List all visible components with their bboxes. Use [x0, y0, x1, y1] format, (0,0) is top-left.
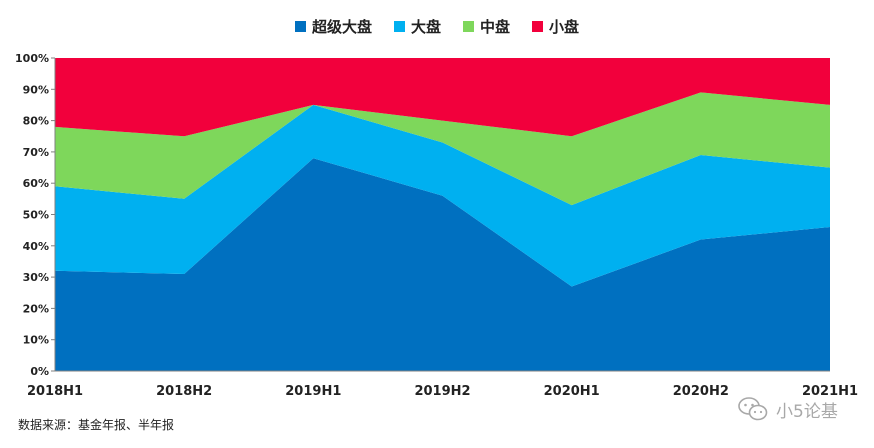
y-tick-label: 100% [15, 52, 49, 65]
x-tick-label: 2020H2 [673, 384, 729, 399]
legend: 超级大盘 大盘 中盘 小盘 [0, 16, 874, 37]
y-tick-label: 40% [23, 240, 49, 253]
legend-label: 小盘 [549, 18, 580, 36]
x-tick-label: 2019H1 [285, 384, 341, 399]
y-tick-label: 70% [23, 146, 49, 159]
x-tick-label: 2021H1 [802, 384, 858, 399]
y-tick-label: 90% [23, 83, 49, 96]
x-tick-label: 2020H1 [544, 384, 600, 399]
area-series-0 [55, 158, 830, 371]
legend-swatch [393, 21, 405, 32]
watermark: 小5论基 [738, 396, 838, 422]
legend-label: 中盘 [480, 18, 511, 36]
y-tick-label: 0% [30, 365, 49, 378]
legend-item: 超级大盘 [294, 16, 372, 37]
x-tick-label: 2019H2 [414, 384, 470, 399]
legend-swatch [532, 21, 544, 32]
legend-label: 大盘 [410, 18, 441, 36]
x-tick-label: 2018H1 [27, 384, 83, 399]
source-note: 数据来源：基金年报、半年报 [18, 418, 175, 432]
area-series-1 [55, 104, 830, 287]
y-tick-label: 60% [23, 177, 49, 190]
legend-item: 大盘 [393, 16, 441, 37]
area-series-2 [55, 92, 830, 206]
y-tick-label: 30% [23, 271, 49, 284]
area-series-3 [55, 58, 830, 137]
legend-label: 超级大盘 [311, 18, 372, 36]
legend-item: 中盘 [463, 16, 510, 37]
watermark-text: 小5论基 [776, 401, 838, 422]
legend-swatch [463, 21, 474, 32]
y-tick-label: 10% [23, 334, 49, 347]
y-tick-label: 20% [23, 302, 49, 315]
legend-swatch [294, 21, 306, 32]
x-tick-label: 2018H2 [156, 384, 212, 399]
y-tick-label: 80% [23, 115, 49, 128]
legend-item: 小盘 [532, 16, 579, 37]
y-tick-label: 50% [23, 209, 49, 222]
wechat-icon [738, 397, 768, 421]
